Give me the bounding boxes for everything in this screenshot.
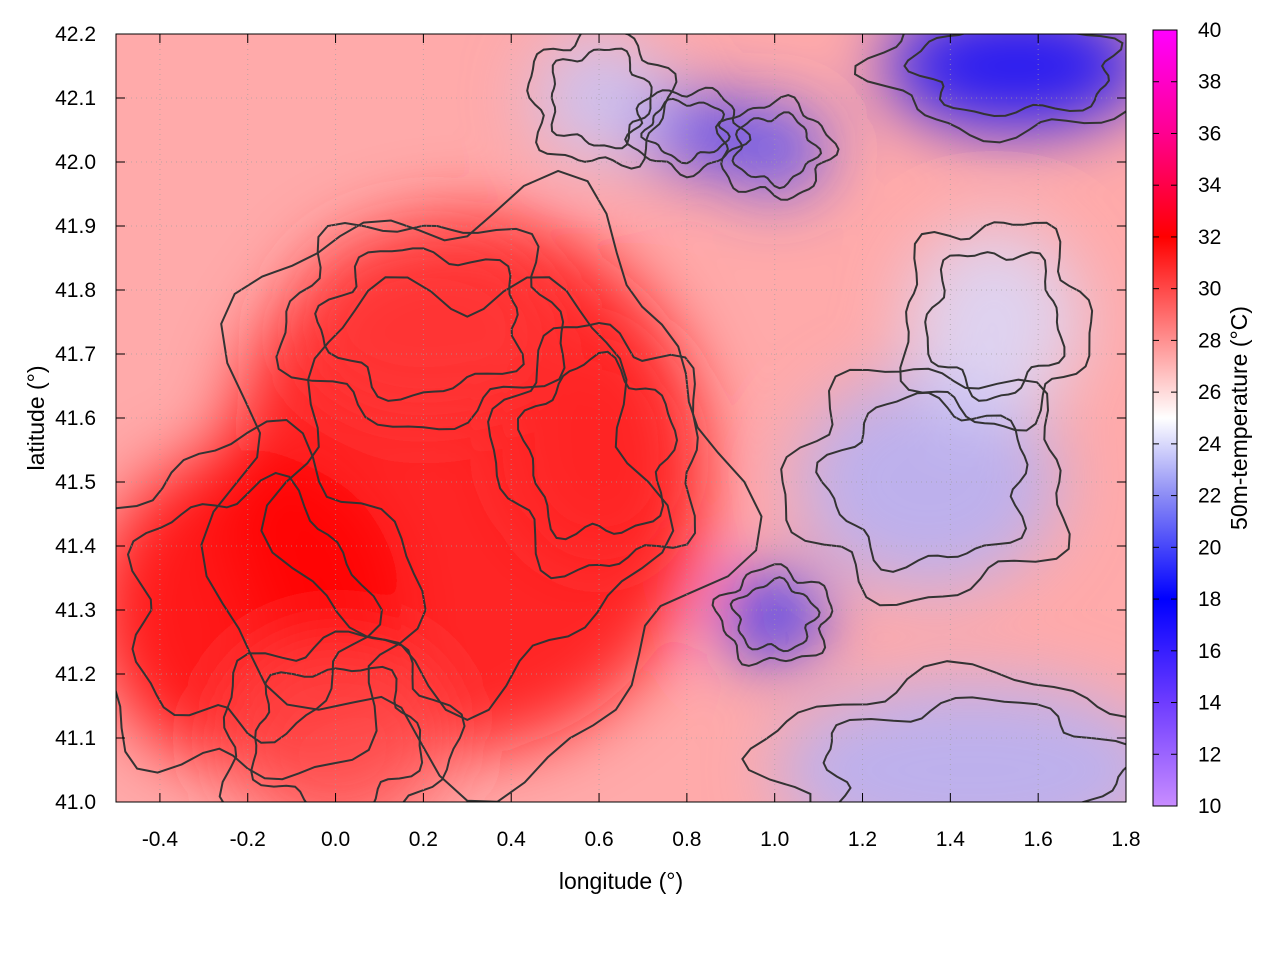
x-axis-label: longitude (°) [559, 868, 683, 894]
y-tick-label: 41.3 [55, 599, 96, 622]
y-tick-label: 41.4 [55, 535, 96, 558]
colorbar-tick-label: 24 [1198, 433, 1222, 456]
heat-region-5 [774, 680, 1126, 802]
x-tick-label: 0.0 [321, 828, 350, 851]
colorbar-tick-label: 34 [1198, 174, 1222, 197]
contour-line [218, 630, 466, 802]
y-tick-label: 41.5 [55, 471, 96, 494]
y-tick-label: 42.1 [55, 87, 96, 110]
contour-line [822, 696, 1126, 802]
y-tick-label: 42.2 [55, 23, 96, 46]
contour-line [314, 247, 525, 402]
heat-region-6 [884, 34, 1126, 130]
heat-region-4 [225, 642, 446, 802]
colorbar-tick-label: 12 [1198, 743, 1221, 766]
contour-line [731, 111, 823, 190]
contour-line [640, 97, 731, 165]
contour-line [116, 418, 427, 781]
contour-line [200, 169, 763, 802]
colorbar: 10 12 14 16 18 20 22 24 26 28 30 32 34 36 38 40 50m-tem… [1152, 19, 1252, 818]
x-tick-label: 1.2 [848, 828, 877, 851]
contour-line [741, 660, 1126, 802]
colorbar-tick-label: 14 [1198, 692, 1222, 715]
y-tick-label: 41.7 [55, 343, 96, 366]
colorbar-label: 50m-temperature (°C) [1226, 306, 1252, 530]
contour-line [729, 576, 821, 653]
y-axis-label: latitude (°) [23, 365, 49, 470]
x-axis-ticks: -0.4 -0.2 0.0 0.2 0.4 0.6 0.8 1.0 1.2 1.4 1.6 1.8 [142, 34, 1141, 851]
heat-region-12 [533, 34, 665, 162]
y-axis-ticks: 41.0 41.1 41.2 41.3 41.4 41.5 41.6 41.7 41.8 41.9… [55, 23, 1126, 814]
colorbar-tick-label: 28 [1198, 329, 1221, 352]
colorbar-tick-label: 36 [1198, 122, 1221, 145]
y-tick-label: 41.2 [55, 663, 96, 686]
y-tick-label: 41.8 [55, 279, 96, 302]
colorbar-tick-label: 16 [1198, 640, 1221, 663]
temperature-contours [116, 34, 1126, 802]
colorbar-tick-label: 20 [1198, 536, 1221, 559]
contour-line [250, 665, 424, 802]
contour-line [853, 34, 1126, 144]
y-tick-label: 41.9 [55, 215, 96, 238]
colorbar-tick-label: 32 [1198, 226, 1221, 249]
contour-line [711, 563, 834, 667]
x-tick-label: -0.2 [230, 828, 266, 851]
colorbar-tick-label: 18 [1198, 588, 1221, 611]
x-tick-label: 1.6 [1024, 828, 1053, 851]
colorbar-tick-label: 22 [1198, 485, 1221, 508]
contour-line [899, 221, 1094, 432]
contour-line [516, 350, 679, 541]
colorbar-gradient [1152, 29, 1178, 807]
colorbar-tick-label: 40 [1198, 19, 1221, 42]
x-tick-label: 0.4 [497, 828, 527, 851]
contour-line [903, 34, 1124, 118]
colorbar-tick-label: 26 [1198, 381, 1221, 404]
heat-region-10 [796, 373, 1061, 591]
x-tick-label: 0.6 [584, 828, 613, 851]
y-tick-label: 41.1 [55, 727, 96, 750]
contour-line [487, 321, 699, 580]
heat-region-3 [291, 226, 556, 418]
y-tick-label: 42.0 [55, 151, 96, 174]
colorbar-tick-label: 30 [1198, 278, 1221, 301]
contour-line [924, 251, 1066, 402]
x-tick-label: 1.8 [1111, 828, 1140, 851]
colorbar-ticks: 10 12 14 16 18 20 22 24 26 28 30 32 34 36 38 40 [1153, 19, 1222, 818]
contour-line [526, 34, 678, 170]
contour-line [624, 86, 752, 179]
x-tick-label: 1.0 [760, 828, 789, 851]
x-tick-label: -0.4 [142, 828, 179, 851]
heat-region-11 [906, 226, 1083, 418]
contour-line [275, 221, 566, 431]
x-tick-label: 1.4 [936, 828, 966, 851]
colorbar-tick-label: 10 [1198, 795, 1221, 818]
y-tick-label: 41.0 [55, 791, 96, 814]
contour-line [714, 94, 840, 201]
contour-line [780, 367, 1071, 607]
x-tick-label: 0.2 [409, 828, 438, 851]
y-tick-label: 41.6 [55, 407, 96, 430]
plot-area [115, 33, 1127, 803]
colorbar-tick-label: 38 [1198, 71, 1221, 94]
x-tick-label: 0.8 [672, 828, 701, 851]
